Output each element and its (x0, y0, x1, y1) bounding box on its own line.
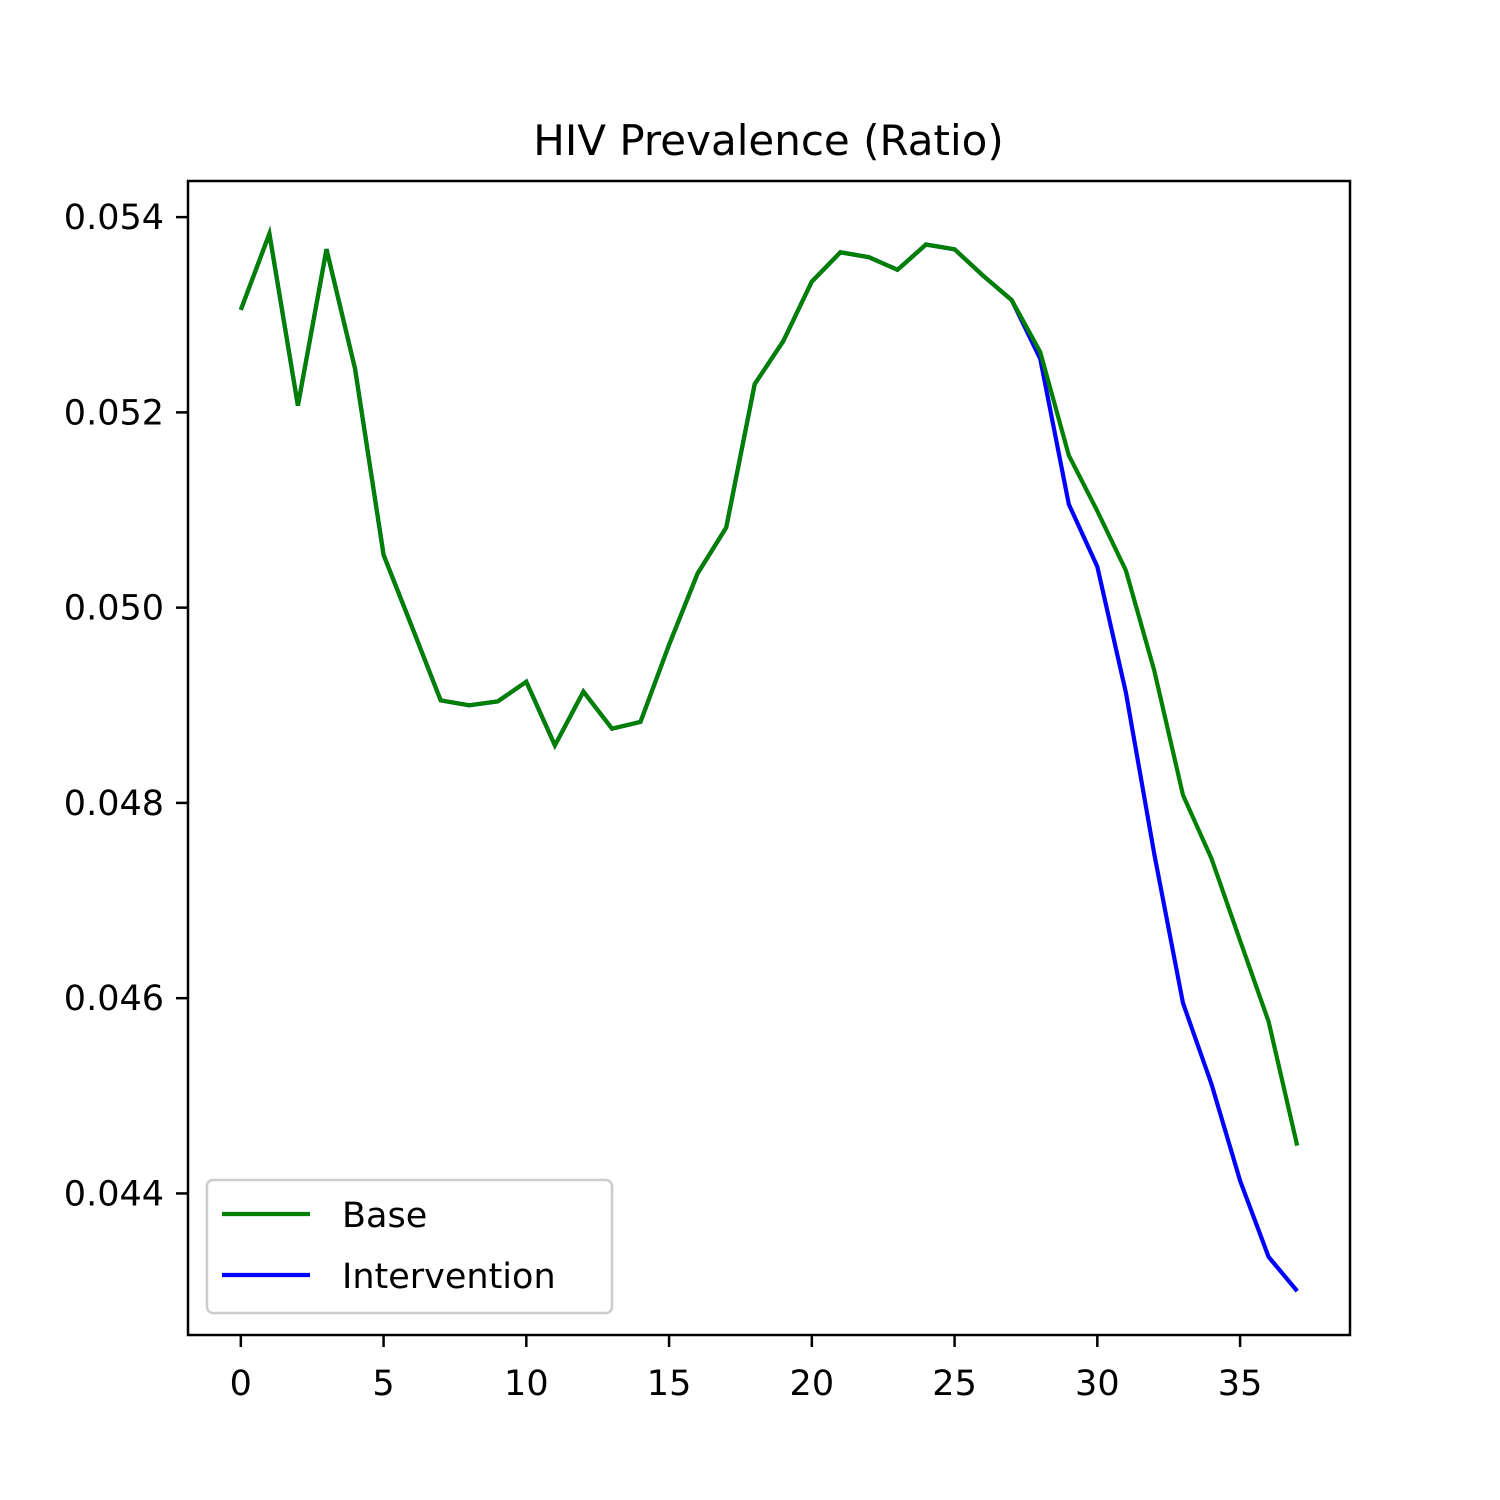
y-tick-label: 0.052 (64, 393, 164, 433)
y-tick-label: 0.050 (64, 589, 164, 629)
x-tick-label: 20 (790, 1364, 835, 1404)
legend: Base Intervention (205, 1178, 614, 1315)
x-tick-label: 30 (1075, 1364, 1120, 1404)
plot-frame (186, 179, 1352, 1337)
y-tick-label: 0.046 (64, 979, 164, 1019)
x-tick-label: 10 (504, 1364, 549, 1404)
x-tick-label: 35 (1218, 1364, 1263, 1404)
x-tick-label: 25 (932, 1364, 977, 1404)
x-axis: 0 5 10 15 20 25 30 35 (230, 1335, 1263, 1404)
chart-title: HIV Prevalence (Ratio) (533, 116, 1003, 165)
x-tick-label: 15 (647, 1364, 692, 1404)
series-line-base (238, 225, 1300, 1147)
legend-label-intervention: Intervention (342, 1257, 556, 1297)
y-tick-label: 0.054 (64, 198, 164, 238)
legend-label-base: Base (342, 1196, 427, 1236)
y-axis: 0.044 0.046 0.048 0.050 0.052 0.054 (64, 198, 188, 1214)
y-tick-label: 0.044 (64, 1174, 164, 1214)
x-tick-label: 0 (230, 1364, 252, 1404)
series-lines (238, 225, 1300, 1293)
x-tick-label: 5 (372, 1364, 394, 1404)
y-tick-label: 0.048 (64, 784, 164, 824)
